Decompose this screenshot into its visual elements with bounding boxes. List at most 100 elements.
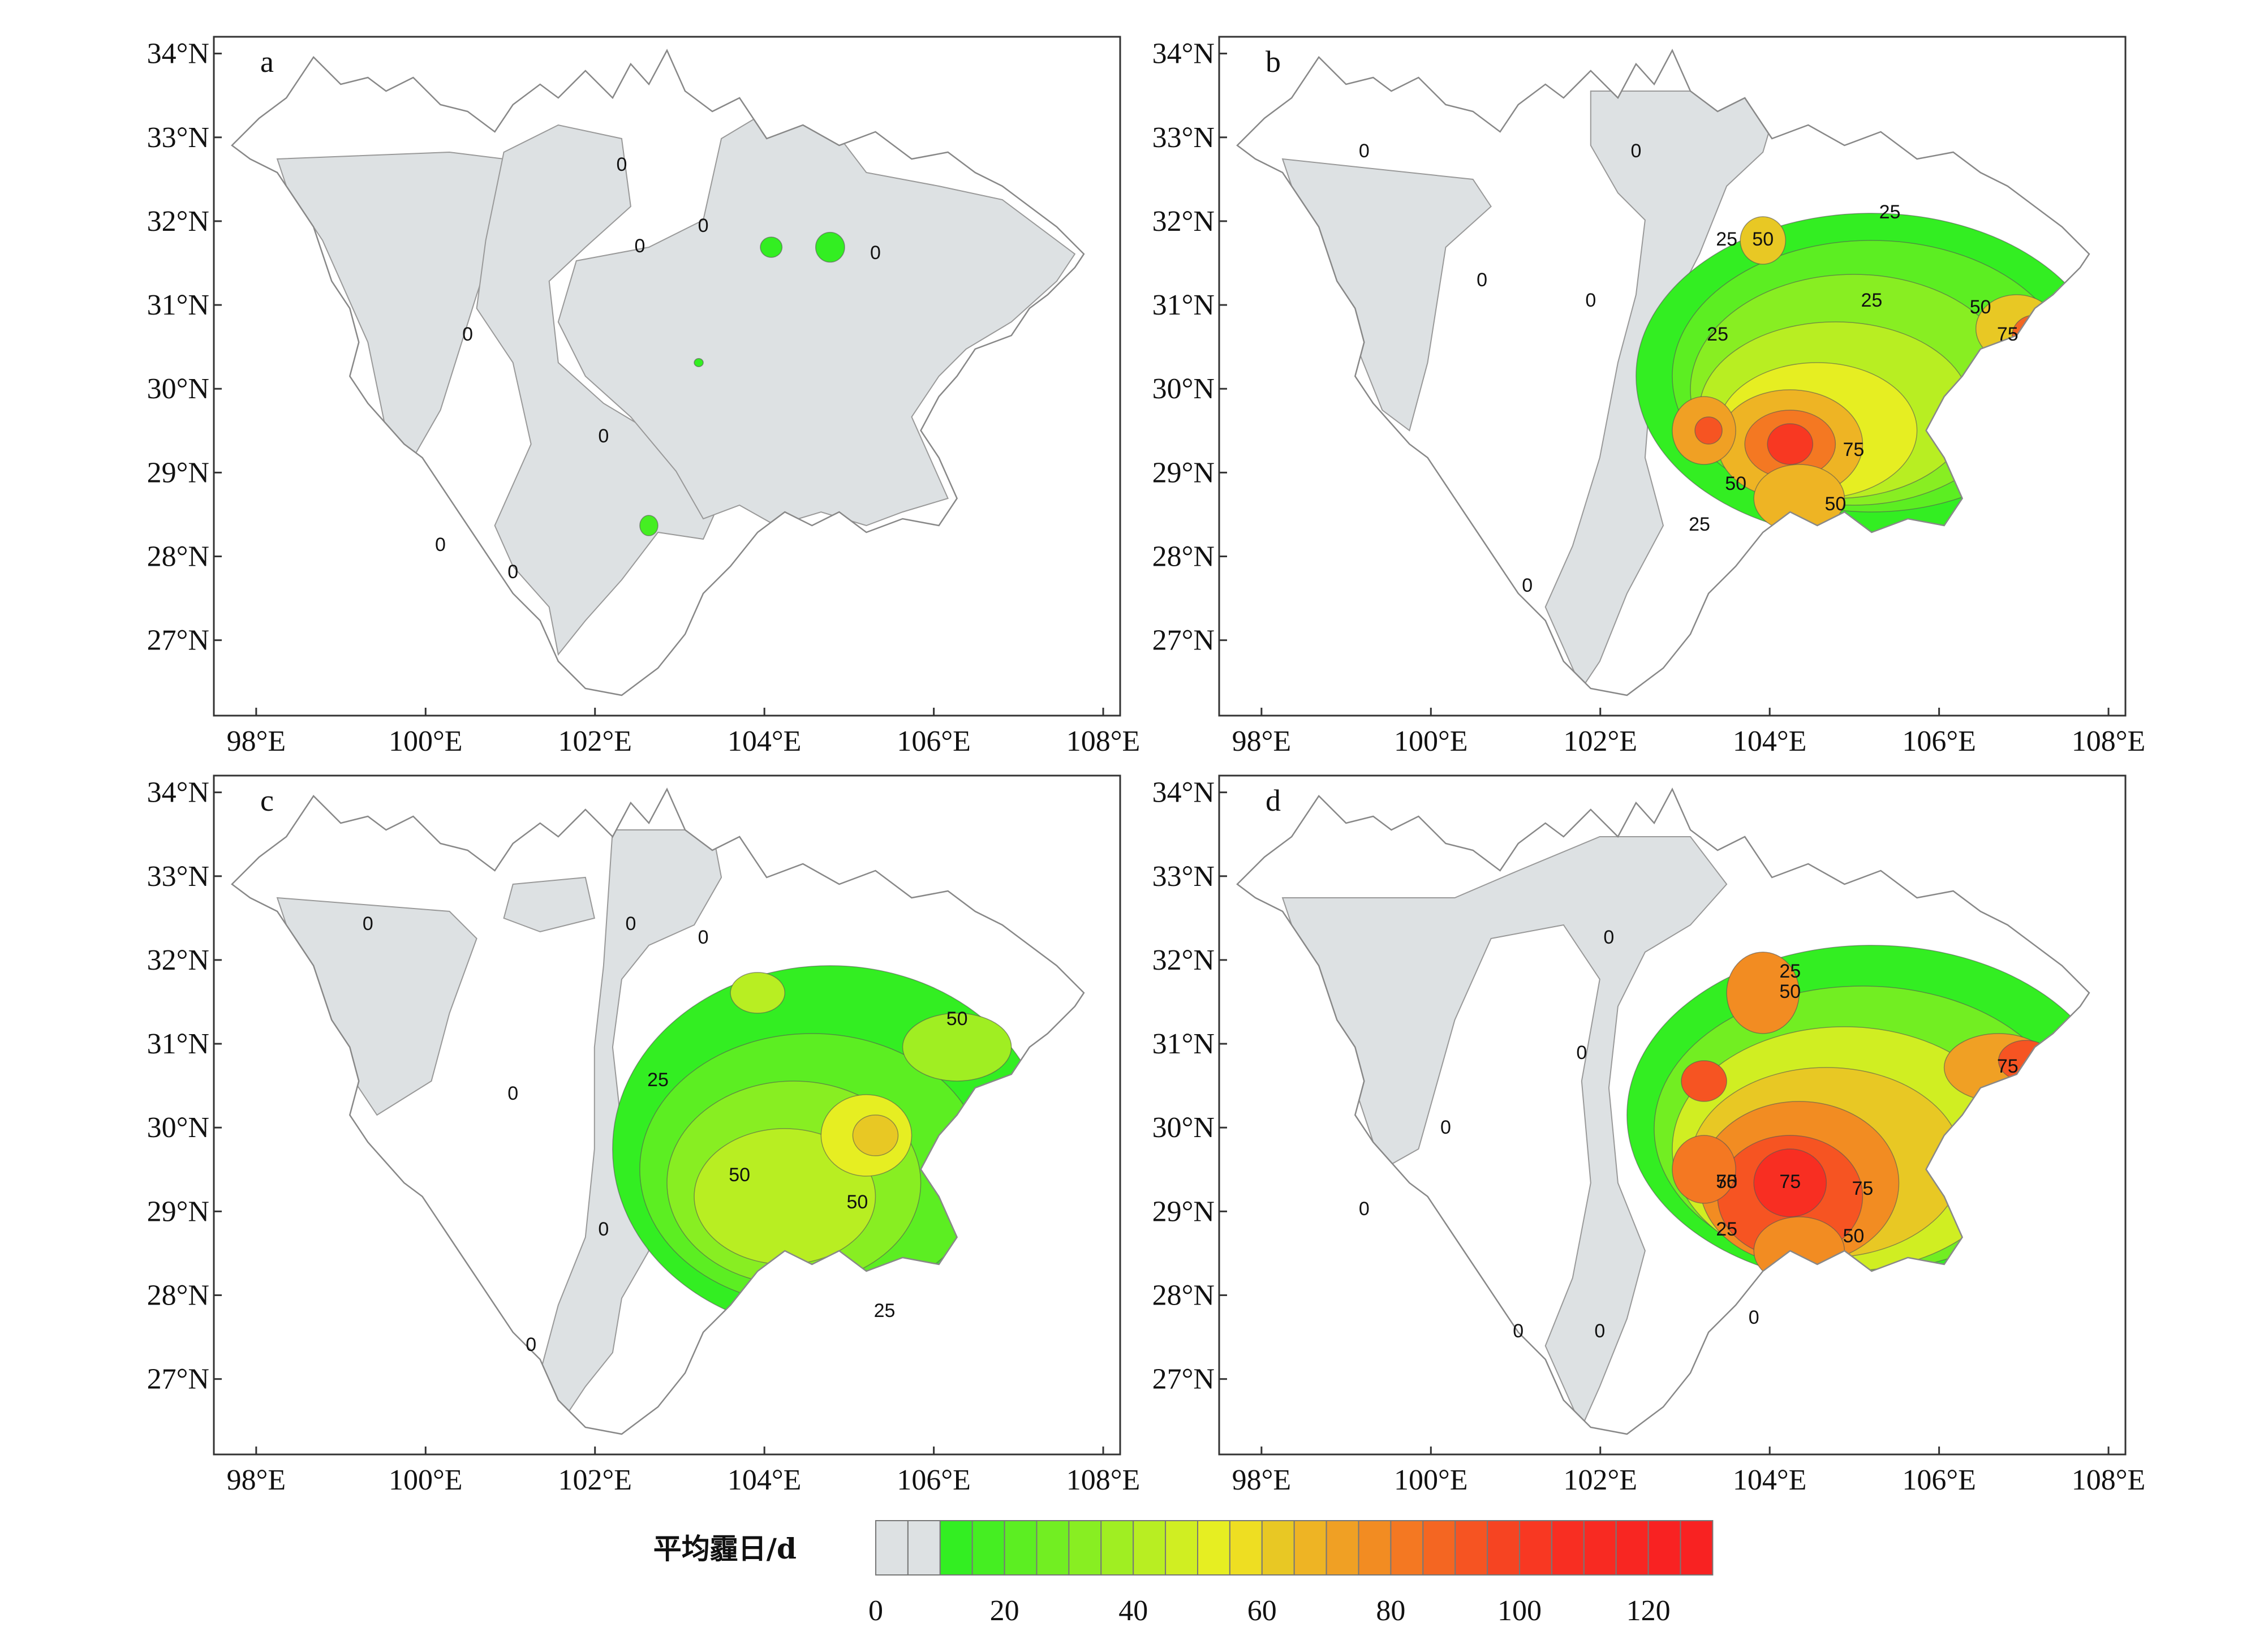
lat-tick-label: 28°N <box>147 1280 209 1312</box>
contour-label: 75 <box>1779 1171 1801 1193</box>
lon-tick-label: 102°E <box>558 725 632 757</box>
contour-label: 25 <box>1707 324 1728 345</box>
lat-tick-label: 34°N <box>1152 777 1215 809</box>
lat-tick-label: 34°N <box>147 38 209 70</box>
zero-region <box>503 876 595 933</box>
legend-color-cell <box>1487 1520 1521 1576</box>
lon-tick-label: 102°E <box>558 1464 632 1496</box>
lon-tick-label: 106°E <box>1902 1464 1976 1496</box>
contour-label: 25 <box>1716 229 1737 250</box>
contour-label: 0 <box>363 913 373 935</box>
panel-letter: a <box>260 45 274 79</box>
contour-label: 50 <box>1752 229 1774 250</box>
contour-label: 25 <box>874 1300 896 1322</box>
legend-color-cell <box>1100 1520 1134 1576</box>
lon-tick-label: 108°E <box>1066 725 1141 757</box>
lat-tick-label: 33°N <box>1152 122 1215 154</box>
contour-label: 0 <box>507 561 518 583</box>
contour-label: 0 <box>870 242 881 264</box>
contour-label: 0 <box>507 1083 518 1104</box>
contour-label: 75 <box>1716 1171 1737 1193</box>
lat-tick-label: 31°N <box>1152 289 1215 321</box>
legend-color-cell <box>875 1520 909 1576</box>
lon-tick-label: 98°E <box>227 1464 286 1496</box>
lon-tick-label: 100°E <box>389 1464 463 1496</box>
legend-tick-label: 0 <box>868 1595 883 1627</box>
lat-tick-label: 28°N <box>147 541 209 573</box>
legend-color-cell <box>1615 1520 1649 1576</box>
legend-color-cell <box>1261 1520 1295 1576</box>
legend-color-cell <box>1454 1520 1488 1576</box>
panel-letter: b <box>1266 45 1281 79</box>
legend-color-cell <box>1390 1520 1424 1576</box>
lon-tick-label: 108°E <box>1066 1464 1141 1496</box>
lat-tick-label: 29°N <box>1152 457 1215 489</box>
haze-contour-fill <box>694 358 704 367</box>
haze-contour-fill <box>852 1114 899 1156</box>
zero-region <box>476 124 722 656</box>
lat-tick-label: 33°N <box>1152 860 1215 893</box>
region-boundary <box>1236 49 2090 696</box>
lon-tick-label: 102°E <box>1563 1464 1637 1496</box>
haze-contour-fill <box>1694 416 1723 445</box>
lat-tick-label: 27°N <box>1152 625 1215 657</box>
contour-label: 0 <box>1594 1320 1605 1342</box>
contour-label: 75 <box>1997 324 2019 345</box>
haze-contour-fill <box>1753 1148 1827 1217</box>
lat-tick-label: 29°N <box>1152 1195 1215 1228</box>
contour-label: 0 <box>1630 140 1641 162</box>
zero-region <box>539 829 722 1429</box>
legend-tick-label: 100 <box>1497 1595 1542 1627</box>
legend-color-cell <box>1036 1520 1070 1576</box>
lat-tick-label: 32°N <box>1152 944 1215 976</box>
haze-contour-fill <box>639 515 659 536</box>
lat-tick-label: 33°N <box>147 860 209 893</box>
contour-label: 50 <box>847 1191 868 1213</box>
haze-contour-fill <box>760 236 783 258</box>
haze-contour-fill <box>1672 1135 1736 1204</box>
legend-color-cell <box>1197 1520 1230 1576</box>
haze-contour-fill <box>1740 216 1786 265</box>
lat-tick-label: 31°N <box>147 1028 209 1060</box>
map-panel-c: c 0 0 0 0 0 0 25 25 50 50 50 34°N 33°N 32°N 31°N 30°N 29°… <box>147 774 1141 1496</box>
lat-tick-label: 31°N <box>147 289 209 321</box>
haze-contour-fill <box>815 231 845 263</box>
lat-tick-label: 34°N <box>1152 38 1215 70</box>
lon-tick-label: 108°E <box>2072 725 2146 757</box>
map-panel-a: a 0 0 0 0 0 0 0 0 34°N 33°N 32°N 31°N 30°N 29°N 28°N 27°… <box>147 36 1141 757</box>
lon-tick-label: 104°E <box>1733 1464 1807 1496</box>
lat-tick-label: 27°N <box>147 1363 209 1396</box>
legend-color-cell <box>1583 1520 1617 1576</box>
contour-label: 0 <box>625 913 636 935</box>
contour-label: 0 <box>526 1334 536 1355</box>
lon-tick-label: 104°E <box>728 1464 802 1496</box>
contour-label: 50 <box>1725 473 1746 494</box>
legend-tick-label: 60 <box>1247 1595 1277 1627</box>
lon-tick-label: 98°E <box>227 725 286 757</box>
lat-tick-label: 32°N <box>147 205 209 238</box>
haze-contour-fill <box>1726 952 1800 1034</box>
legend-color-cell <box>1165 1520 1199 1576</box>
contour-label: 0 <box>1603 927 1614 948</box>
contour-label: 0 <box>1749 1307 1759 1328</box>
contour-label: 25 <box>1879 201 1901 223</box>
lat-tick-label: 30°N <box>1152 373 1215 405</box>
lat-tick-label: 33°N <box>147 122 209 154</box>
legend-title: 平均霾日/d <box>653 1532 797 1565</box>
contour-label: 50 <box>1824 493 1846 515</box>
lon-tick-label: 106°E <box>897 1464 971 1496</box>
lat-tick-label: 30°N <box>147 373 209 405</box>
panel-letter: c <box>260 784 274 817</box>
region-boundary <box>231 49 1085 696</box>
lat-tick-label: 32°N <box>147 944 209 976</box>
zero-region <box>1281 836 1728 1429</box>
contour-label: 0 <box>462 324 473 345</box>
legend-color-cell <box>1229 1520 1263 1576</box>
contour-label: 50 <box>1970 296 1991 318</box>
lat-tick-label: 29°N <box>147 1195 209 1228</box>
legend-color-cell <box>1293 1520 1327 1576</box>
lon-tick-label: 102°E <box>1563 725 1637 757</box>
contour-label: 75 <box>1852 1178 1874 1199</box>
lat-tick-label: 28°N <box>1152 541 1215 573</box>
contour-label: 0 <box>598 425 609 447</box>
